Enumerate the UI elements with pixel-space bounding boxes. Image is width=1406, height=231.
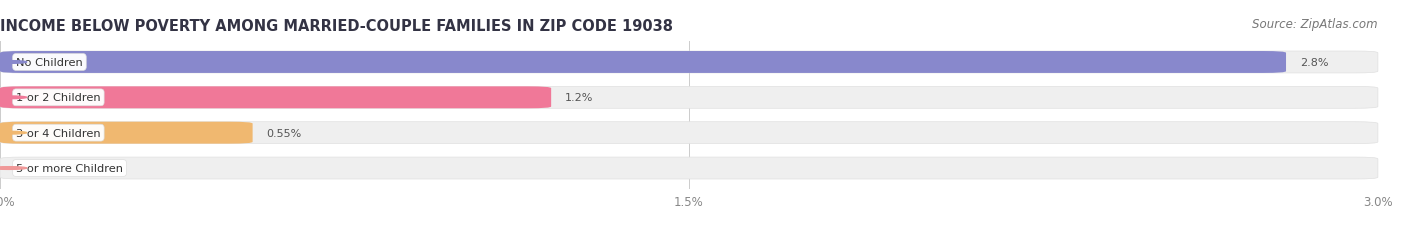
Text: 2.8%: 2.8% [1299,58,1329,68]
FancyBboxPatch shape [0,52,1286,74]
FancyBboxPatch shape [0,52,1378,74]
FancyBboxPatch shape [0,157,1378,179]
Text: 0.55%: 0.55% [266,128,302,138]
Text: 1.2%: 1.2% [565,93,593,103]
FancyBboxPatch shape [0,122,253,144]
Text: 1 or 2 Children: 1 or 2 Children [15,93,101,103]
Text: No Children: No Children [15,58,83,68]
Circle shape [0,167,27,170]
Circle shape [0,132,27,134]
Circle shape [0,97,27,99]
FancyBboxPatch shape [0,87,551,109]
Circle shape [0,61,27,64]
Text: INCOME BELOW POVERTY AMONG MARRIED-COUPLE FAMILIES IN ZIP CODE 19038: INCOME BELOW POVERTY AMONG MARRIED-COUPL… [0,18,673,33]
FancyBboxPatch shape [0,87,1378,109]
FancyBboxPatch shape [0,122,1378,144]
Text: 5 or more Children: 5 or more Children [15,163,124,173]
Text: Source: ZipAtlas.com: Source: ZipAtlas.com [1253,18,1378,30]
Text: 3 or 4 Children: 3 or 4 Children [15,128,101,138]
Text: 0.0%: 0.0% [55,163,83,173]
